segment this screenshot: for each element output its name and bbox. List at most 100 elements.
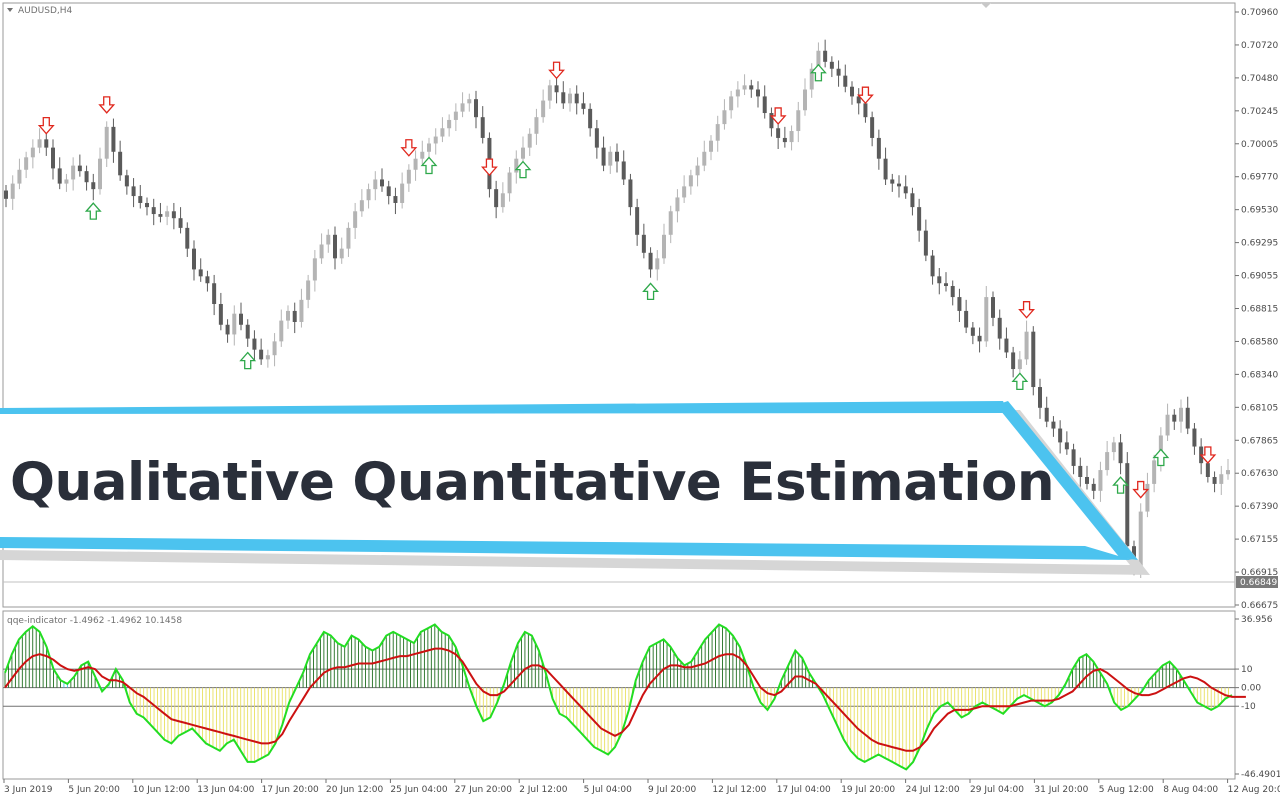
price-tick-label: 0.70480 — [1241, 74, 1278, 84]
candle-body — [843, 75, 848, 87]
candle-body — [1058, 428, 1063, 443]
banner: Qualitative Quantitative Estimation — [0, 401, 1150, 575]
candle-body — [151, 207, 156, 215]
candle-body — [272, 341, 277, 356]
time-tick-label: 17 Jul 04:00 — [777, 785, 831, 795]
candle-body — [292, 310, 297, 322]
candle-body — [803, 89, 807, 111]
time-tick-label: 24 Jul 12:00 — [906, 785, 960, 795]
candle-body — [1219, 474, 1224, 484]
indicator-tick-label: -10 — [1241, 702, 1256, 712]
candle-body — [312, 258, 317, 281]
sell-arrow-icon — [548, 61, 566, 80]
candle-body — [964, 310, 969, 328]
candle-body — [192, 248, 196, 270]
price-tick-label: 0.67155 — [1241, 535, 1278, 545]
candle-body — [413, 158, 418, 170]
candle-body — [991, 297, 995, 318]
candle-body — [1212, 476, 1217, 484]
candle-body — [84, 171, 89, 183]
candle-body — [641, 234, 646, 253]
candle-body — [534, 117, 539, 134]
candle-body — [440, 128, 445, 137]
candle-body — [420, 151, 425, 159]
indicator-panel[interactable] — [2, 610, 1236, 780]
candle-body — [4, 190, 8, 199]
candle-body — [930, 255, 935, 277]
candle-body — [252, 338, 257, 350]
candle-body — [1205, 463, 1210, 477]
price-tick-label: 0.69770 — [1241, 173, 1278, 183]
candle-body — [245, 324, 250, 339]
candle-body — [729, 96, 734, 111]
candle-body — [37, 139, 42, 148]
candle-body — [594, 128, 599, 148]
candle-body — [406, 169, 411, 184]
time-tick-label: 13 Jun 04:00 — [197, 785, 254, 795]
candle-body — [17, 169, 22, 184]
candle-body — [77, 165, 82, 172]
candle-body — [1138, 511, 1143, 567]
candle-body — [608, 151, 613, 166]
candle-body — [91, 182, 96, 190]
candle-body — [158, 214, 163, 217]
candle-body — [749, 85, 754, 90]
candle-body — [1165, 414, 1170, 436]
candle-body — [259, 349, 264, 360]
candle-body — [1091, 483, 1096, 491]
chart-menu-icon[interactable] — [7, 8, 13, 12]
candle-body — [527, 133, 532, 148]
banner-title: Qualitative Quantitative Estimation — [10, 452, 1054, 513]
candle-body — [1179, 407, 1183, 422]
current-price-value: 0.66849 — [1240, 578, 1277, 588]
time-tick-label: 20 Jun 12:00 — [326, 785, 383, 795]
candle-body — [138, 196, 143, 203]
candle-body — [870, 117, 875, 138]
candle-body — [1085, 476, 1089, 484]
candle-body — [722, 110, 727, 125]
candle-body — [655, 258, 660, 270]
candle-body — [111, 126, 116, 152]
sell-arrow-icon — [98, 96, 116, 114]
candle-body — [574, 93, 579, 104]
candle-body — [393, 196, 398, 203]
candle-body — [279, 320, 284, 342]
candle-body — [514, 158, 519, 173]
candle-body — [57, 168, 62, 184]
candle-body — [427, 143, 431, 152]
candle-body — [366, 189, 371, 201]
price-tick-label: 0.68105 — [1241, 403, 1278, 413]
candle-body — [433, 136, 438, 144]
candle-body — [910, 193, 915, 208]
buy-arrow-icon — [1112, 476, 1130, 494]
time-tick-label: 5 Jun 20:00 — [68, 785, 120, 795]
candle-body — [373, 179, 378, 190]
candle-body — [897, 183, 901, 187]
indicator-lines — [4, 623, 1246, 771]
candle-body — [1172, 414, 1177, 422]
candle-body — [1125, 463, 1130, 547]
time-tick-label: 17 Jun 20:00 — [262, 785, 319, 795]
sell-arrow-icon — [37, 116, 55, 135]
candle-body — [695, 165, 700, 176]
candle-body — [547, 85, 552, 101]
banner-accent-bottom — [0, 537, 1132, 560]
price-tick-label: 0.69295 — [1241, 239, 1278, 249]
candle-body — [1031, 331, 1036, 388]
chart-shift-icon[interactable] — [981, 3, 991, 8]
price-tick-label: 0.70245 — [1241, 107, 1278, 117]
time-tick-label: 27 Jun 20:00 — [455, 785, 512, 795]
candle-body — [1098, 470, 1103, 491]
candle-body — [850, 86, 854, 97]
candle-body — [380, 179, 384, 187]
candle-body — [44, 139, 49, 148]
candle-body — [675, 197, 680, 212]
candle-body — [1064, 442, 1069, 450]
candle-body — [1004, 338, 1009, 353]
time-tick-label: 12 Jul 12:00 — [712, 785, 766, 795]
candle-body — [816, 50, 821, 69]
candle-body — [185, 227, 190, 249]
time-tick-label: 29 Jul 04:00 — [970, 785, 1024, 795]
candle-body — [836, 68, 841, 76]
